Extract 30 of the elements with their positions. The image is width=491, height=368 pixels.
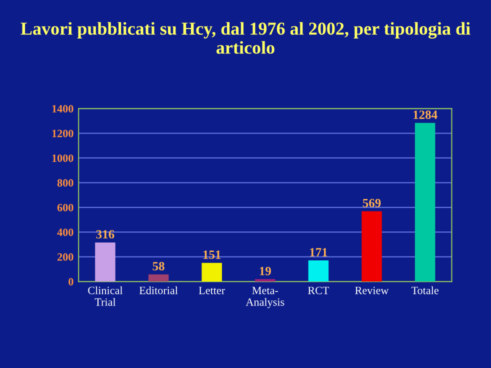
y-tick-label: 200 — [58, 253, 74, 261]
y-tick-label: 800 — [57, 179, 74, 187]
x-tick-label: Letter — [198, 286, 225, 294]
data-label: 316 — [96, 230, 114, 239]
data-label: 58 — [152, 262, 164, 270]
data-label: 151 — [203, 250, 221, 259]
bar — [95, 242, 116, 282]
bar — [202, 262, 222, 282]
y-tick-label: 1200 — [52, 130, 74, 138]
y-tick-label: 1400 — [52, 105, 74, 113]
y-tick-label: 0 — [68, 278, 74, 286]
x-tick-label: Meta- Analysis — [246, 286, 284, 308]
bar — [255, 279, 276, 282]
data-label: 19 — [260, 266, 271, 276]
bar — [362, 211, 382, 282]
bar — [148, 274, 169, 282]
x-tick-label: Editorial — [139, 286, 178, 294]
bar — [308, 260, 329, 282]
data-label: 569 — [362, 198, 381, 208]
x-tick-label: Clinical Trial — [88, 286, 123, 306]
y-tick-label: 600 — [57, 204, 74, 212]
chart-title: Lavori pubblicati su Hcy, dal 1976 al 2002, per tipologia di articolo — [20, 22, 470, 54]
y-tick-label: 400 — [57, 228, 74, 236]
data-label: 171 — [310, 248, 328, 256]
y-tick-label: 1000 — [52, 154, 74, 162]
x-tick-label: RCT — [308, 286, 330, 294]
x-tick-label: Review — [355, 286, 389, 294]
bar — [414, 122, 436, 282]
data-label: 1284 — [414, 110, 438, 119]
x-tick-label: Totale — [411, 286, 438, 294]
